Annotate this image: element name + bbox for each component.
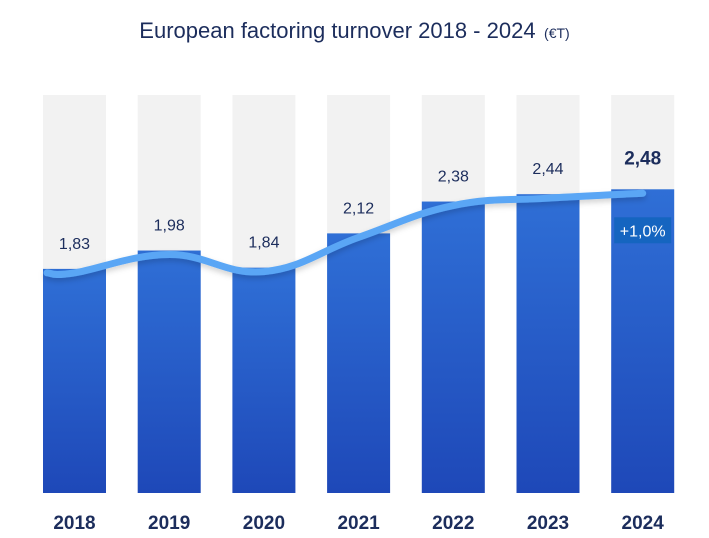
x-tick-label: 2021 [337, 513, 380, 534]
value-label: 2,48 [624, 148, 661, 169]
value-labels: 1,83 1,98 1,84 2,12 2,38 2,44 2,48 +1,0% [59, 148, 672, 253]
x-tick-label: 2024 [622, 513, 665, 534]
x-tick-label: 2022 [432, 513, 474, 534]
x-tick-labels: 2018 2019 2020 2021 2022 2023 2024 [53, 513, 664, 534]
trend-line-layer [43, 189, 647, 279]
trend-line [43, 189, 647, 279]
chart-title: European factoring turnover 2018 - 2024 [139, 18, 536, 43]
value-label: 1,84 [248, 235, 279, 252]
annotation-text: +1,0% [620, 223, 666, 240]
bar-2019 [137, 250, 201, 493]
bar-2020 [232, 267, 296, 493]
value-label: 1,83 [59, 236, 90, 253]
bar-2023 [516, 194, 580, 493]
annotation-badge [614, 217, 672, 244]
x-tick-label: 2023 [527, 513, 569, 534]
x-tick-label: 2020 [243, 513, 285, 534]
x-tick-label: 2018 [53, 513, 95, 534]
bar-2021 [327, 233, 391, 494]
bar-2018 [43, 268, 106, 493]
value-label: 2,38 [438, 169, 469, 186]
value-label: 2,12 [343, 200, 374, 217]
chart-title-row: European factoring turnover 2018 - 2024 … [0, 18, 709, 44]
chart-unit: (€T) [544, 25, 570, 41]
x-tick-label: 2019 [148, 513, 190, 534]
bar-2022 [421, 201, 485, 493]
value-label: 2,44 [532, 161, 563, 178]
value-label: 1,98 [154, 218, 185, 235]
